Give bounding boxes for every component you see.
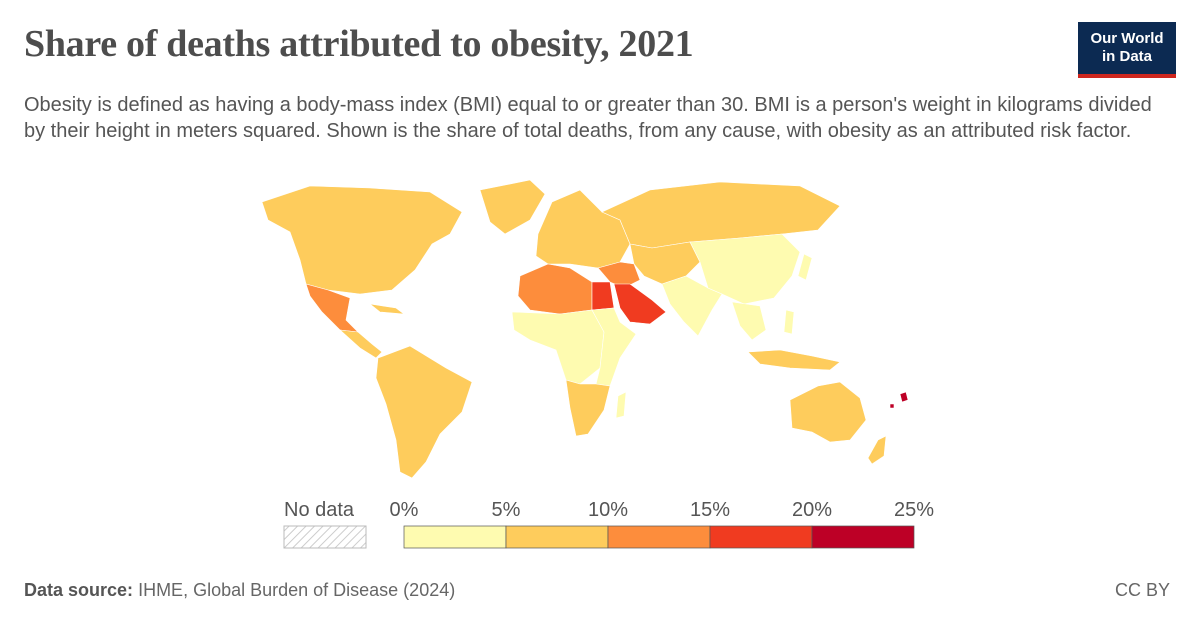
legend-tick-2: 10% — [588, 499, 628, 521]
legend-tick-1: 5% — [492, 499, 521, 521]
map-region-north-africa[interactable] — [517, 263, 593, 315]
map-region-caribbean[interactable] — [368, 303, 406, 315]
legend-no-data-label: No data — [284, 499, 355, 521]
map-region-southeast-asia[interactable] — [731, 301, 767, 341]
world-map[interactable] — [200, 172, 1000, 492]
map-region-egypt[interactable] — [591, 281, 615, 311]
map-region-south-america[interactable] — [375, 345, 473, 479]
logo-line-1: Our World — [1090, 30, 1164, 47]
legend-ticks: 0% 5% 10% 15% 20% 25% — [390, 499, 935, 521]
map-region-philippines[interactable] — [783, 309, 795, 335]
legend-bins — [403, 525, 915, 549]
map-region-central-america[interactable] — [339, 329, 383, 359]
legend-bin-2 — [607, 525, 711, 549]
data-source-footer: Data source: IHME, Global Burden of Dise… — [24, 580, 455, 601]
data-source-label: Data source: — [24, 580, 134, 600]
map-region-indonesia[interactable] — [747, 349, 841, 371]
chart-title: Share of deaths attributed to obesity, 2… — [24, 23, 694, 65]
legend-tick-3: 15% — [690, 499, 730, 521]
map-region-pacific-islands[interactable] — [899, 391, 909, 403]
map-region-arabia[interactable] — [613, 283, 667, 325]
legend-tick-0: 0% — [390, 499, 419, 521]
map-region-southern-africa[interactable] — [565, 379, 611, 437]
legend-tick-5: 25% — [894, 499, 934, 521]
map-region-russia[interactable] — [601, 181, 841, 249]
map-region-greenland[interactable] — [479, 179, 546, 235]
legend-bin-3 — [709, 525, 813, 549]
map-region-japan[interactable] — [797, 253, 813, 281]
map-region-east-asia[interactable] — [689, 233, 801, 305]
license-label[interactable]: CC BY — [1114, 580, 1170, 600]
map-region-pacific-islands-2[interactable] — [889, 403, 895, 409]
map-region-north-america[interactable] — [261, 185, 463, 295]
data-source-text[interactable]: IHME, Global Burden of Disease (2024) — [138, 580, 456, 600]
legend-bin-1 — [505, 525, 609, 549]
map-region-east-africa[interactable] — [591, 307, 637, 387]
map-region-madagascar[interactable] — [615, 391, 627, 419]
map-region-europe[interactable] — [535, 189, 631, 269]
logo-line-2: in Data — [1101, 48, 1152, 65]
legend-tick-4: 20% — [792, 499, 832, 521]
legend-no-data-swatch — [283, 525, 367, 549]
color-legend: No data 0% 5% 10% 15% 20% 25% — [283, 499, 935, 549]
map-region-australia[interactable] — [789, 381, 867, 443]
map-region-south-asia[interactable] — [661, 275, 723, 337]
map-region-new-zealand[interactable] — [867, 435, 887, 465]
map-region-west-central-africa[interactable] — [511, 309, 605, 385]
owid-logo[interactable]: Our World in Data — [1078, 22, 1176, 78]
legend-bin-4 — [811, 525, 915, 549]
chart-subtitle: Obesity is defined as having a body-mass… — [24, 94, 1152, 142]
legend-bin-0 — [403, 525, 507, 549]
